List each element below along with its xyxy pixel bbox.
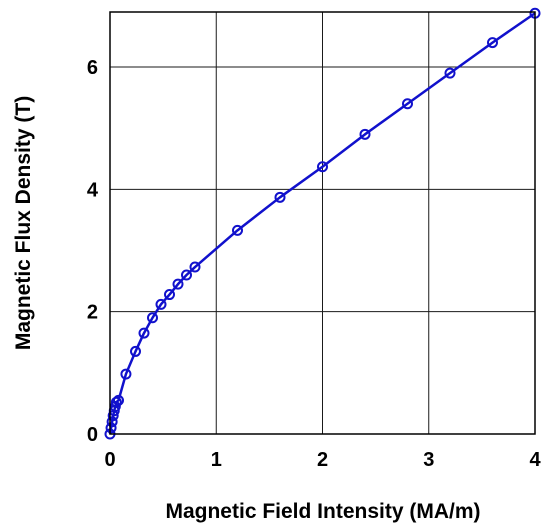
x-axis-label: Magnetic Field Intensity (MA/m)	[165, 500, 480, 523]
y-tick-label: 0	[87, 424, 98, 446]
data-point-marker	[487, 37, 498, 49]
data-point-marker	[120, 368, 132, 380]
data-point-marker	[105, 422, 117, 434]
x-tick-label: 0	[104, 449, 115, 471]
data-point-marker	[402, 98, 413, 110]
data-point-marker	[110, 396, 122, 408]
data-point-marker	[274, 191, 286, 203]
data-point-marker	[232, 224, 243, 236]
data-point-marker	[113, 394, 124, 406]
x-tick-label: 4	[529, 449, 541, 471]
y-axis-label: Magnetic Flux Density (T)	[12, 96, 35, 350]
y-tick-label: 4	[87, 179, 99, 201]
data-point-marker	[172, 278, 184, 290]
plot-frame	[109, 11, 536, 435]
data-point-marker	[106, 416, 118, 428]
data-point-marker	[359, 128, 371, 140]
data-point-marker	[164, 289, 175, 301]
data-point-marker	[189, 261, 201, 273]
y-tick-label: 2	[87, 302, 98, 324]
data-point-marker	[444, 67, 456, 79]
grid-layer	[110, 12, 535, 434]
data-point-marker	[317, 161, 328, 173]
data-point-marker	[181, 269, 192, 281]
x-tick-label: 2	[317, 449, 328, 471]
x-tick-label: 3	[423, 449, 434, 471]
data-point-marker	[130, 345, 141, 357]
data-point-marker	[155, 298, 167, 310]
tick-labels: 0 1 2 3 4 0 2 4 6	[87, 57, 542, 471]
y-tick-label: 6	[87, 57, 98, 79]
x-tick-label: 1	[211, 449, 222, 471]
data-point-marker	[138, 327, 150, 339]
data-point-marker	[147, 312, 158, 324]
